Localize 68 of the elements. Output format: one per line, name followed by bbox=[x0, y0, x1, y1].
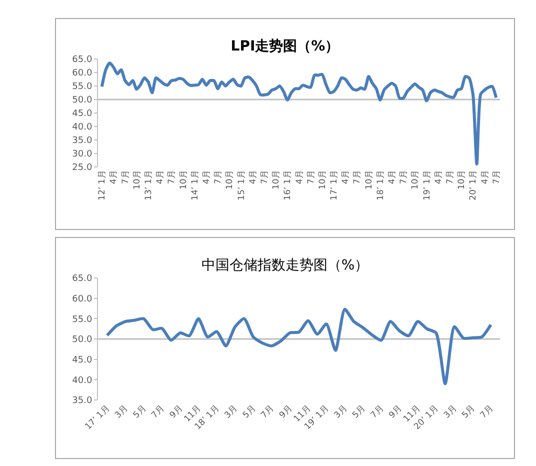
x-tick-label: 17’ 1月 bbox=[330, 170, 340, 200]
x-tick-label: 20’ 1月 bbox=[468, 170, 479, 200]
x-tick-label: 4月 bbox=[248, 170, 258, 184]
x-tick-label: 7月 bbox=[446, 170, 456, 184]
x-tick-label: 7月 bbox=[478, 403, 496, 421]
y-tick-label: 65.0 bbox=[72, 55, 92, 66]
x-tick-label: 4月 bbox=[341, 170, 352, 184]
x-tick-label: 7月 bbox=[352, 170, 363, 184]
x-tick-label: 19’ 1月 bbox=[422, 170, 432, 200]
x-tick-label: 3月 bbox=[442, 403, 460, 421]
x-tick-label: 3月 bbox=[222, 403, 240, 421]
y-tick-label: 35.0 bbox=[72, 136, 92, 146]
x-tick-label: 7月 bbox=[167, 170, 178, 184]
y-tick-label: 60.0 bbox=[72, 294, 92, 304]
x-tick-label: 4月 bbox=[480, 170, 490, 184]
x-tick-label: 10月 bbox=[410, 170, 421, 190]
y-tick-label: 40.0 bbox=[72, 122, 92, 133]
x-tick-label: 7月 bbox=[214, 170, 224, 184]
x-tick-label: 10月 bbox=[272, 170, 282, 190]
y-tick-label: 65.0 bbox=[72, 274, 92, 284]
y-tick-label: 25.0 bbox=[72, 163, 92, 174]
x-tick-label: 4月 bbox=[202, 170, 212, 184]
y-tick-label: 50.0 bbox=[72, 335, 92, 346]
x-tick-label: 7月 bbox=[306, 170, 316, 184]
y-tick-label: 45.0 bbox=[72, 109, 92, 120]
x-tick-label: 7月 bbox=[120, 170, 131, 184]
x-tick-label: 4月 bbox=[109, 170, 120, 184]
x-tick-label: 3月 bbox=[332, 403, 350, 421]
chart-title: 中国仓储指数走势图（%） bbox=[201, 258, 369, 274]
x-tick-label: 9月 bbox=[278, 403, 295, 421]
x-tick-label: 4月 bbox=[294, 170, 305, 184]
x-tick-label: 9月 bbox=[168, 403, 186, 421]
x-tick-label: 3月 bbox=[113, 403, 131, 421]
x-tick-label: 14’ 1月 bbox=[190, 170, 200, 200]
x-tick-label: 18’ 1月 bbox=[376, 170, 386, 200]
x-tick-label: 4月 bbox=[388, 170, 398, 184]
y-tick-label: 50.0 bbox=[72, 96, 92, 106]
x-tick-label: 10月 bbox=[364, 170, 374, 190]
x-tick-label: 7月 bbox=[259, 403, 277, 421]
x-tick-label: 10月 bbox=[225, 170, 236, 190]
x-tick-label: 7月 bbox=[399, 170, 410, 184]
x-tick-label: 10月 bbox=[132, 170, 142, 190]
x-tick-label: 10月 bbox=[178, 170, 189, 190]
x-tick-label: 5月 bbox=[350, 403, 368, 421]
x-tick-label: 7月 bbox=[492, 170, 502, 184]
x-tick-label: 7月 bbox=[369, 403, 386, 421]
chart-title: LPI走势图（%） bbox=[230, 38, 340, 55]
x-tick-label: 4月 bbox=[434, 170, 444, 184]
y-tick-label: 45.0 bbox=[72, 355, 92, 366]
x-tick-label: 5月 bbox=[460, 403, 478, 421]
y-tick-label: 60.0 bbox=[72, 68, 92, 79]
x-tick-label: 4月 bbox=[156, 170, 166, 184]
x-tick-label: 9月 bbox=[387, 403, 405, 421]
y-tick-label: 55.0 bbox=[72, 314, 92, 325]
x-tick-label: 10月 bbox=[457, 170, 468, 190]
y-tick-label: 40.0 bbox=[72, 376, 92, 386]
y-tick-label: 30.0 bbox=[72, 150, 92, 160]
x-tick-label: 7月 bbox=[150, 403, 168, 421]
x-tick-label: 16’ 1月 bbox=[283, 170, 294, 200]
x-tick-label: 5月 bbox=[132, 403, 149, 421]
x-tick-label: 15’ 1月 bbox=[236, 170, 247, 200]
x-tick-label: 12’ 1月 bbox=[98, 170, 108, 200]
line-series bbox=[106, 308, 492, 386]
x-tick-label: 13’ 1月 bbox=[144, 170, 154, 200]
x-tick-label: 5月 bbox=[241, 403, 258, 421]
x-tick-label: 7月 bbox=[260, 170, 270, 184]
x-tick-label: 10月 bbox=[318, 170, 328, 190]
y-tick-label: 55.0 bbox=[72, 82, 92, 92]
